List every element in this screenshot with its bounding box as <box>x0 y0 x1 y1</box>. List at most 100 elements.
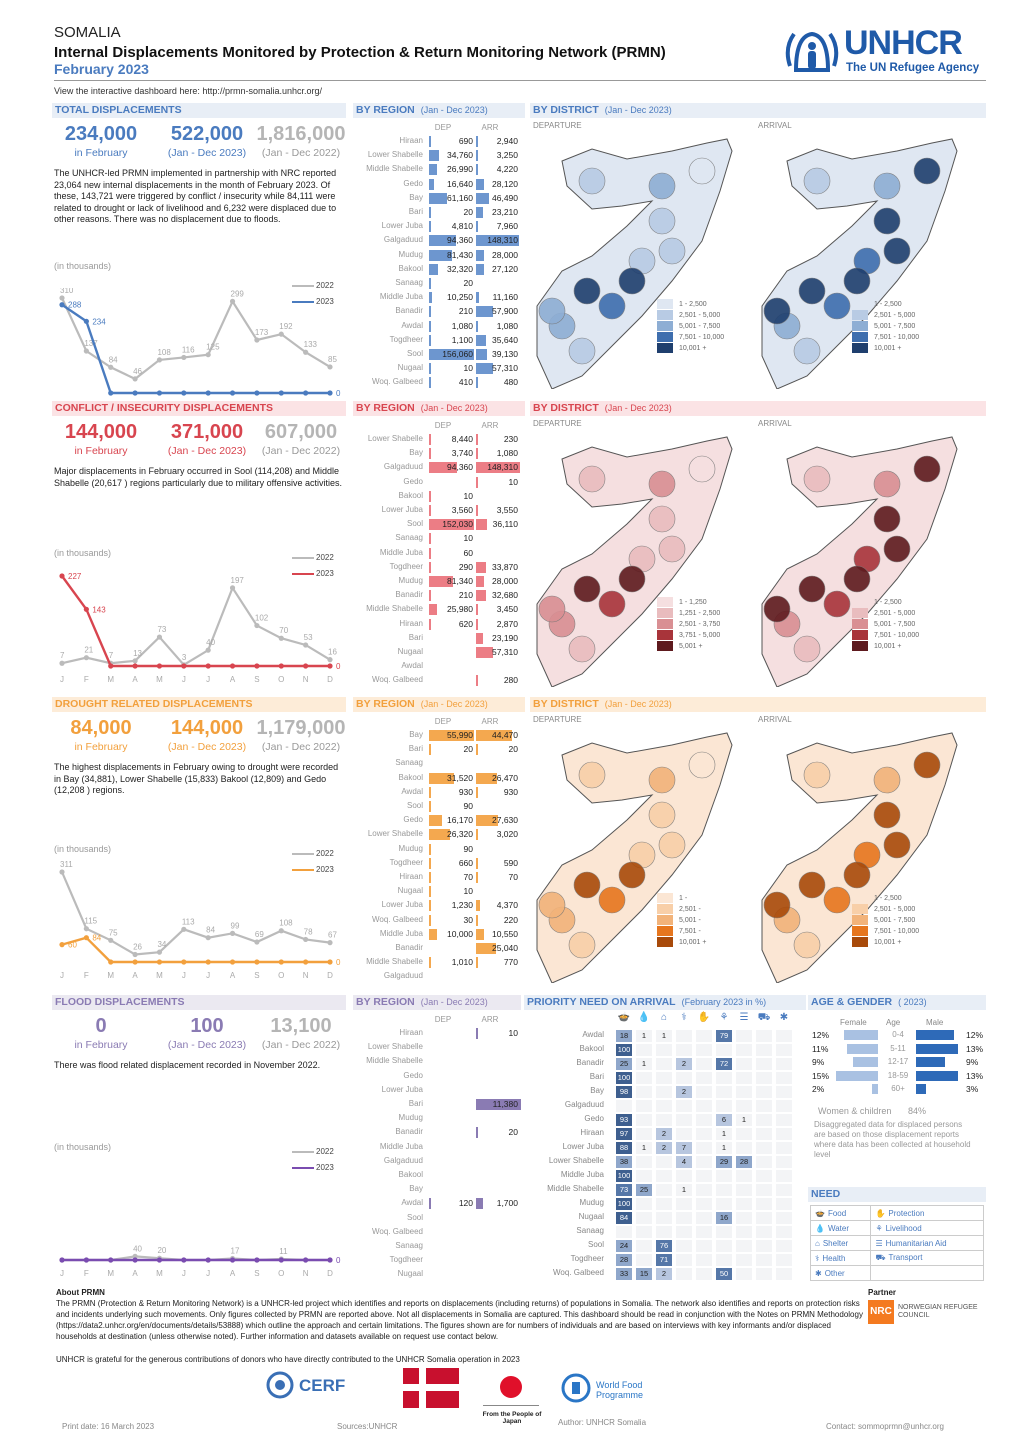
region-bar-dep <box>429 843 431 855</box>
district-shape <box>618 861 646 889</box>
data-point-2023 <box>181 1257 187 1263</box>
district-shape <box>648 172 676 200</box>
data-point-2023 <box>205 1257 211 1263</box>
legend-item: 7,501 - 10,000 <box>852 332 919 343</box>
region-bar-dep <box>429 320 431 332</box>
need-cell: 79 <box>716 1030 732 1042</box>
section-description: The highest displacements in February ow… <box>54 762 339 795</box>
region-value-arr: 23,190 <box>492 632 518 643</box>
region-row: Bari 11,380 <box>353 1098 528 1112</box>
district-shape <box>568 337 596 365</box>
region-bar-arr <box>476 136 478 147</box>
x-tick-label: A <box>132 971 138 980</box>
data-label: 99 <box>231 921 240 930</box>
data-point-2022 <box>327 940 333 946</box>
legend-range: 1 - 2,500 <box>679 301 707 308</box>
region-name: Awdal <box>401 1198 423 1208</box>
legend-item: 1 - 2,500 <box>657 299 724 310</box>
data-point-2023 <box>83 606 89 612</box>
region-value-dep: 70 <box>463 872 473 882</box>
need-cell <box>776 1142 792 1154</box>
region-row: Nugaal 10 <box>353 885 528 899</box>
data-point-2022 <box>108 937 114 943</box>
region-value-arr: 27,630 <box>492 815 518 826</box>
need-cell <box>776 1254 792 1266</box>
region-bar-dep <box>429 561 431 573</box>
dashboard-link[interactable]: View the interactive dashboard here: htt… <box>54 86 322 96</box>
legend-range: 5,001 + <box>679 643 703 650</box>
data-point-2022 <box>83 655 89 661</box>
region-name: Nugaal <box>397 886 423 896</box>
need-cell <box>676 1114 692 1126</box>
region-value-arr: 1,700 <box>496 1198 518 1209</box>
region-row: Woq. Galbeed 410 480 <box>353 376 528 390</box>
contact[interactable]: Contact: sommoprmn@unhcr.org <box>826 1422 944 1431</box>
region-name: Bari <box>408 1099 423 1108</box>
region-value-dep: 90 <box>463 801 473 811</box>
need-cell <box>716 1240 732 1252</box>
data-point-2022 <box>278 928 284 934</box>
male-bar <box>916 1084 926 1094</box>
legend-swatch <box>852 310 868 321</box>
region-value-dep: 156,060 <box>442 349 473 359</box>
legend-range: 1 - <box>679 895 688 902</box>
need-region-name: Bari <box>589 1072 604 1081</box>
kpi-label: in February <box>74 445 128 457</box>
data-label: 143 <box>92 605 106 614</box>
legend-range: 5,001 - 7,500 <box>874 323 916 330</box>
need-cell <box>656 1198 672 1210</box>
region-row: Lower Shabelle 26,320 3,020 <box>353 828 528 842</box>
data-label: 288 <box>68 301 82 310</box>
region-value-dep: 32,320 <box>447 263 473 274</box>
region-bar-arr <box>476 235 519 247</box>
need-cell: 28 <box>616 1254 632 1266</box>
data-label: 73 <box>157 625 166 634</box>
need-cell <box>676 1254 692 1266</box>
region-name: Galgaduud <box>383 235 423 245</box>
legend-label: 2023 <box>316 865 334 874</box>
region-name: Middle Shabelle <box>366 957 423 967</box>
need-cell <box>696 1156 712 1168</box>
region-value-dep: 410 <box>458 377 473 388</box>
region-bar-arr <box>476 618 478 630</box>
data-point-2022 <box>156 949 163 955</box>
district-shape <box>688 455 716 483</box>
data-point-2023 <box>132 959 138 965</box>
district-shape <box>913 751 941 779</box>
region-name: Awdal <box>401 661 423 671</box>
region-bar-dep <box>429 533 431 545</box>
district-shape <box>538 891 566 919</box>
region-value-arr: 1,080 <box>496 320 518 331</box>
by-region-title: BY REGION <box>356 402 415 414</box>
region-name: Lower Juba <box>381 505 423 514</box>
district-shape <box>598 886 626 914</box>
region-row: Sanaag 10 <box>353 532 528 546</box>
need-cell <box>736 1072 752 1084</box>
data-point-2022 <box>59 869 65 875</box>
legend-range: 2,501 - 3,750 <box>679 621 721 628</box>
district-shape <box>873 766 901 794</box>
need-region-name: Middle Juba <box>560 1170 604 1179</box>
by-district-title: BY DISTRICT <box>533 698 599 710</box>
region-bar-dep <box>429 349 474 360</box>
need-cell <box>676 1072 692 1084</box>
female-pct: 11% <box>812 1043 829 1054</box>
need-cell: 1 <box>736 1114 752 1126</box>
data-label: 113 <box>182 917 195 926</box>
need-cell <box>736 1226 752 1238</box>
need-cell <box>716 1086 732 1098</box>
need-region-name: Banadir <box>576 1058 604 1067</box>
age-label: Age <box>886 1018 901 1027</box>
region-row: Bay 55,990 44,470 <box>353 729 528 743</box>
region-value-arr: 46,490 <box>492 192 518 203</box>
col-dep: DEP <box>434 717 452 726</box>
legend-swatch <box>657 619 673 630</box>
legend-swatch <box>852 904 868 915</box>
region-row: Bay 61,160 46,490 <box>353 192 528 206</box>
series-line-2022 <box>60 871 331 956</box>
region-name: Banadir <box>395 306 423 316</box>
region-row: Banadir 25,040 <box>353 942 528 956</box>
region-name: Gedo <box>403 1070 423 1080</box>
region-row: Middle Shabelle <box>353 1055 528 1069</box>
need-region-name: Woq. Galbeed <box>553 1268 604 1277</box>
